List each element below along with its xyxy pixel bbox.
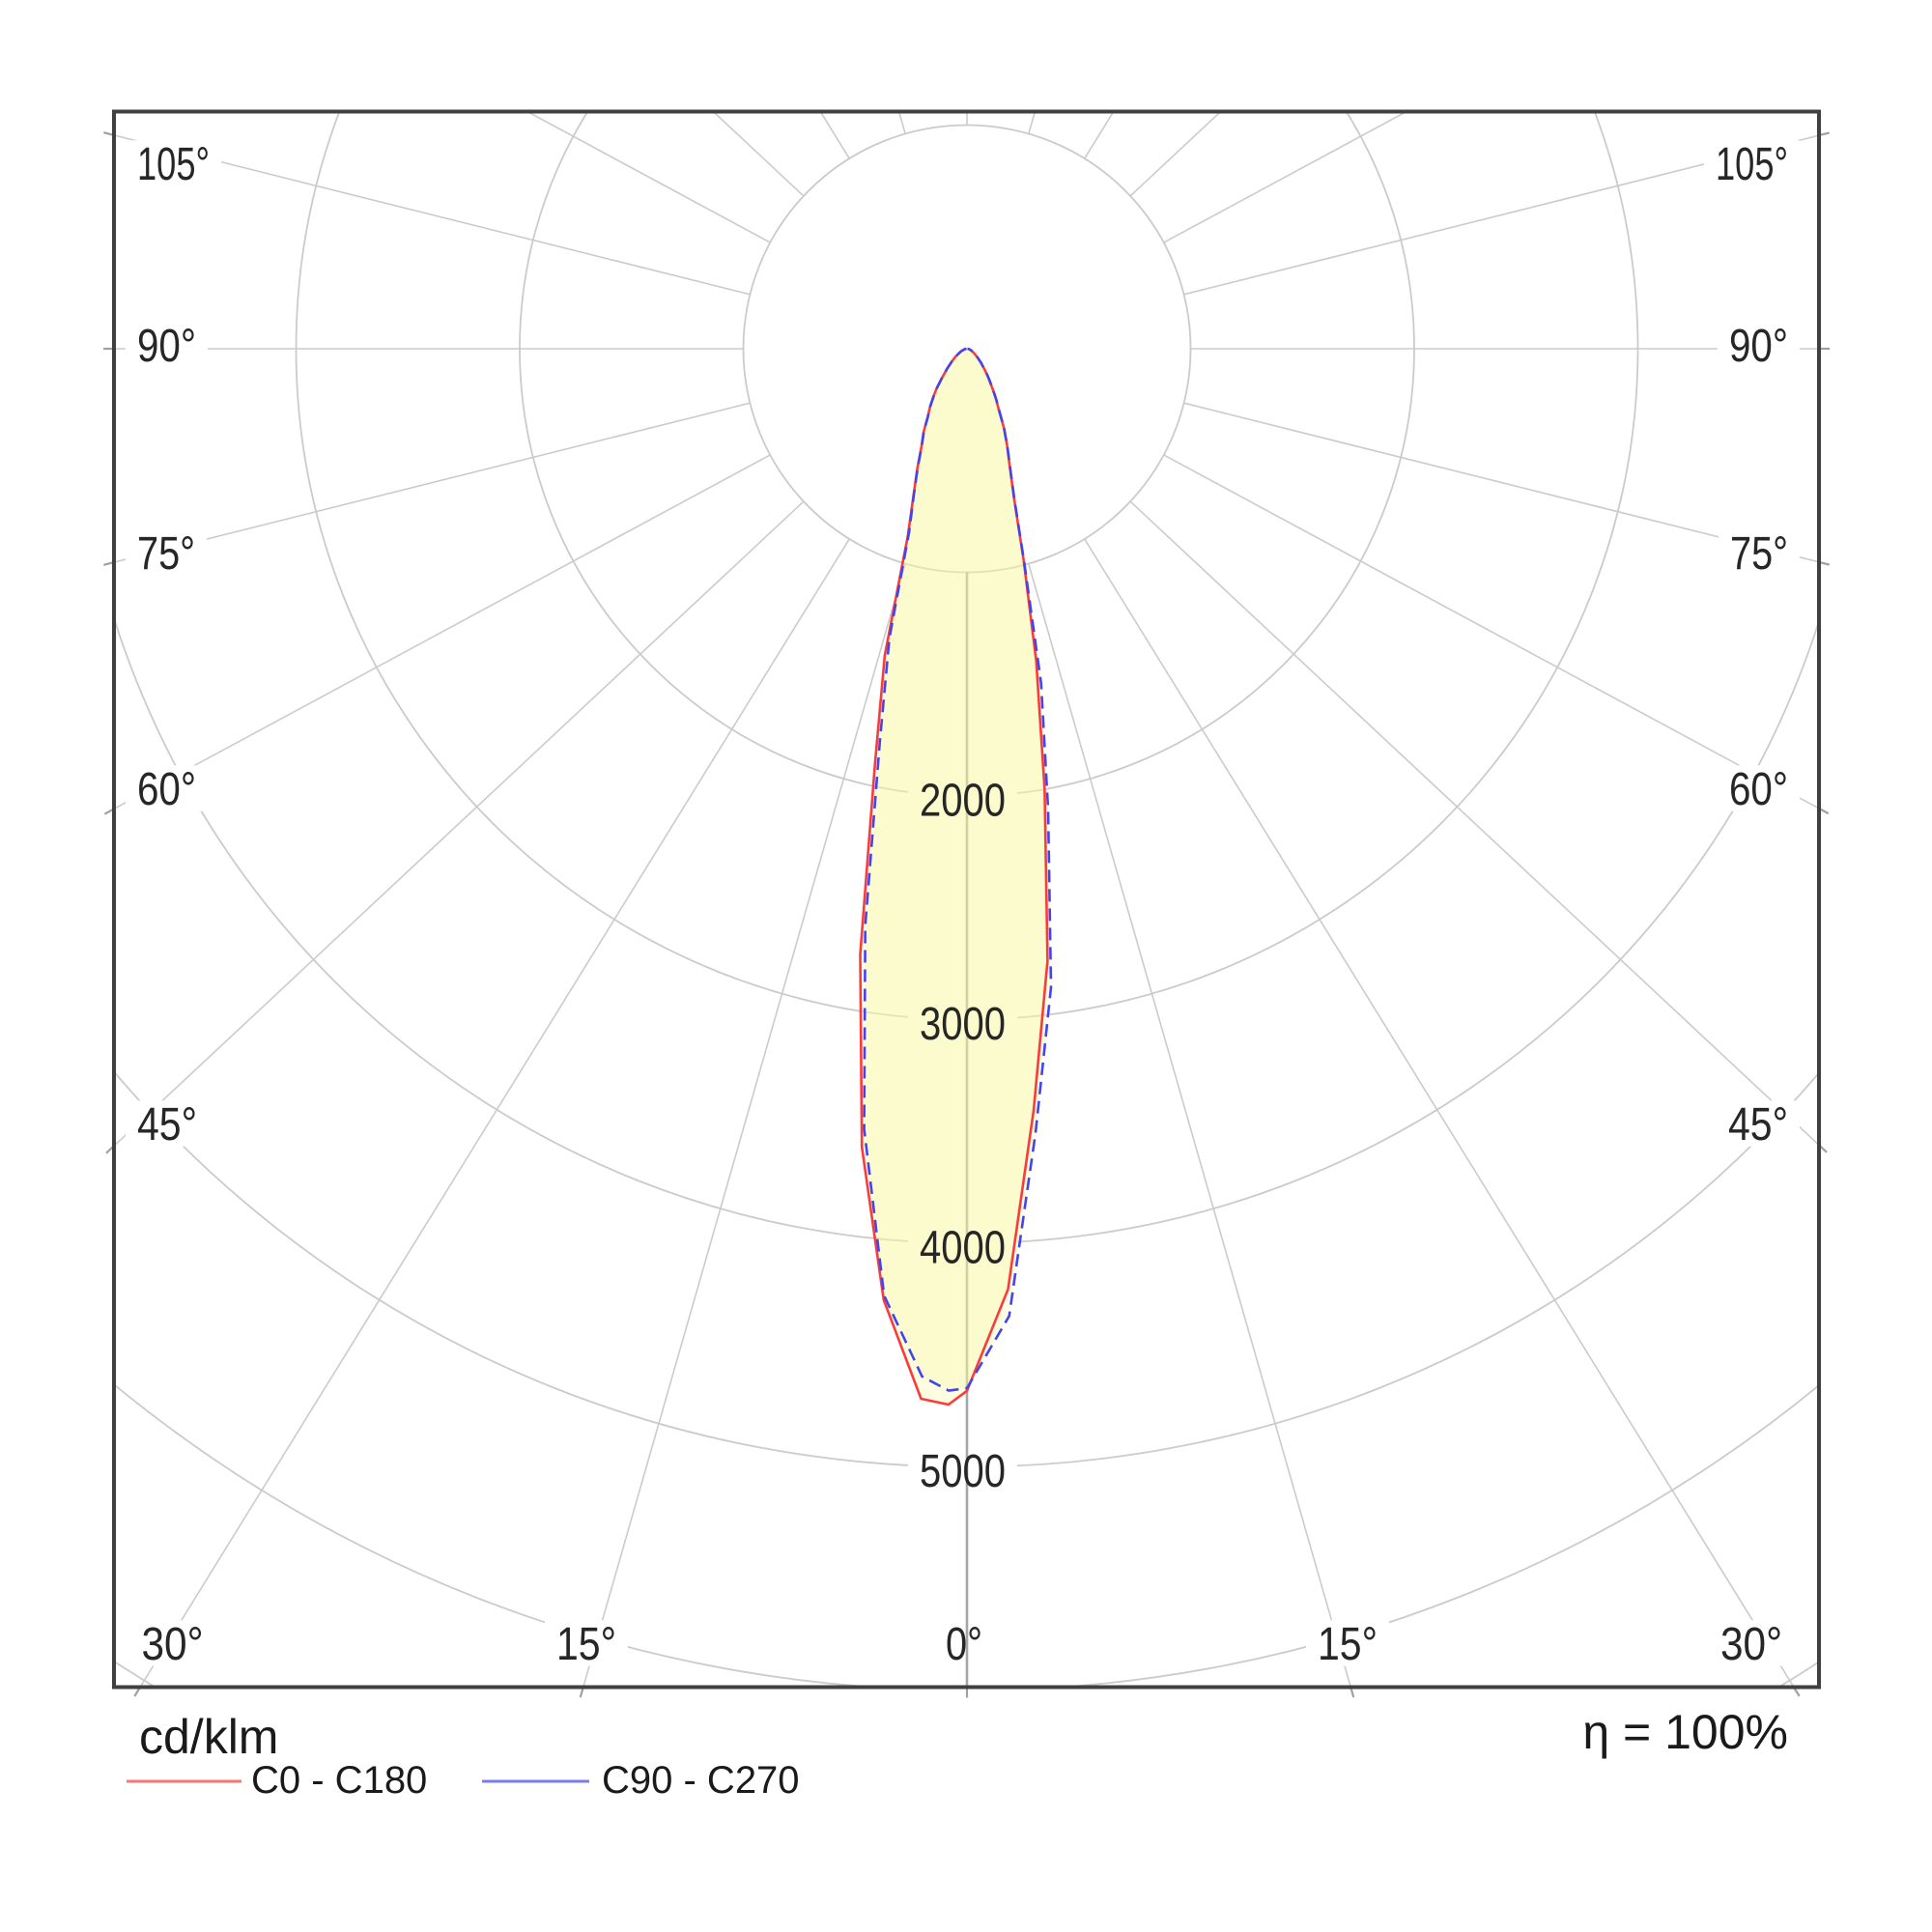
svg-text:60°: 60° bbox=[137, 764, 196, 815]
svg-text:C90 - C270: C90 - C270 bbox=[602, 1759, 800, 1802]
svg-text:75°: 75° bbox=[137, 528, 195, 580]
svg-text:cd/klm: cd/klm bbox=[139, 1710, 278, 1764]
svg-text:75°: 75° bbox=[1730, 528, 1788, 580]
svg-text:15°: 15° bbox=[556, 1619, 616, 1670]
svg-text:3000: 3000 bbox=[920, 999, 1006, 1050]
svg-text:4000: 4000 bbox=[920, 1223, 1006, 1274]
svg-text:η = 100%: η = 100% bbox=[1582, 1705, 1788, 1759]
svg-text:90°: 90° bbox=[137, 321, 196, 372]
svg-text:105°: 105° bbox=[1716, 139, 1788, 190]
svg-text:90°: 90° bbox=[1729, 321, 1788, 372]
svg-text:60°: 60° bbox=[1729, 764, 1788, 815]
svg-text:45°: 45° bbox=[1728, 1099, 1788, 1151]
svg-text:15°: 15° bbox=[1318, 1619, 1378, 1670]
svg-text:2000: 2000 bbox=[920, 776, 1006, 827]
svg-text:C0 - C180: C0 - C180 bbox=[251, 1759, 427, 1802]
svg-text:5000: 5000 bbox=[920, 1446, 1006, 1497]
svg-text:105°: 105° bbox=[137, 139, 210, 190]
svg-text:30°: 30° bbox=[142, 1619, 204, 1670]
svg-text:30°: 30° bbox=[1720, 1619, 1782, 1670]
svg-text:45°: 45° bbox=[137, 1099, 197, 1151]
svg-text:0°: 0° bbox=[946, 1619, 982, 1670]
